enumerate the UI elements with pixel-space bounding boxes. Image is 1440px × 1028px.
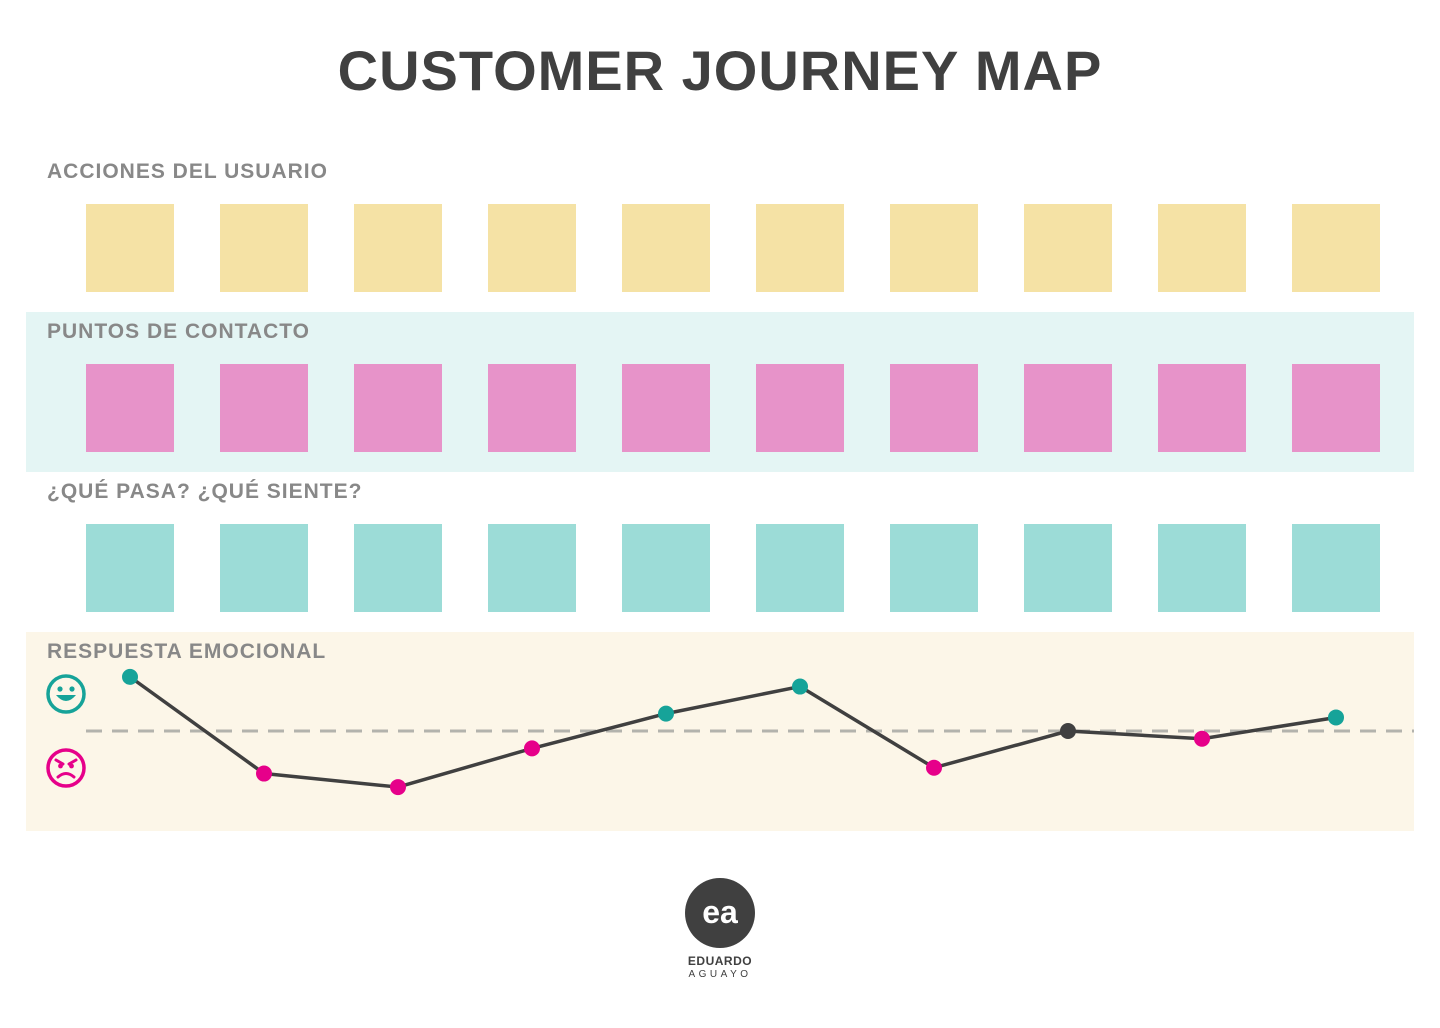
contact-card bbox=[488, 364, 576, 452]
contact-card bbox=[220, 364, 308, 452]
logo-surname: AGUAYO bbox=[688, 969, 752, 980]
section-label-contact: PUNTOS DE CONTACTO bbox=[47, 320, 311, 343]
feel-card bbox=[220, 524, 308, 612]
feel-card bbox=[1158, 524, 1246, 612]
actions-card bbox=[86, 204, 174, 292]
feel-card bbox=[86, 524, 174, 612]
actions-row bbox=[86, 204, 1380, 292]
contact-card bbox=[622, 364, 710, 452]
logo-monogram: ea bbox=[702, 894, 738, 930]
actions-card bbox=[354, 204, 442, 292]
contact-card bbox=[890, 364, 978, 452]
page-title: CUSTOMER JOURNEY MAP bbox=[337, 39, 1103, 102]
logo-name: EDUARDO bbox=[687, 954, 753, 968]
happy-face-icon bbox=[46, 674, 86, 714]
contact-card bbox=[86, 364, 174, 452]
contact-card bbox=[354, 364, 442, 452]
feel-card bbox=[1292, 524, 1380, 612]
angry-face-icon bbox=[46, 748, 86, 788]
logo-mark-icon: ea bbox=[685, 878, 755, 948]
feel-card bbox=[1024, 524, 1112, 612]
contact-card bbox=[1292, 364, 1380, 452]
feel-card bbox=[622, 524, 710, 612]
actions-card bbox=[756, 204, 844, 292]
contact-card bbox=[756, 364, 844, 452]
feel-card bbox=[890, 524, 978, 612]
brand-logo: ea EDUARDO AGUAYO bbox=[670, 878, 770, 980]
feel-card bbox=[488, 524, 576, 612]
contact-row bbox=[86, 364, 1380, 452]
feel-card bbox=[354, 524, 442, 612]
actions-card bbox=[220, 204, 308, 292]
actions-card bbox=[890, 204, 978, 292]
actions-card bbox=[1158, 204, 1246, 292]
feel-card bbox=[756, 524, 844, 612]
section-label-emotion: RESPUESTA EMOCIONAL bbox=[47, 640, 327, 663]
actions-card bbox=[488, 204, 576, 292]
feel-row bbox=[86, 524, 1380, 612]
section-label-actions: ACCIONES DEL USUARIO bbox=[47, 160, 328, 183]
contact-card bbox=[1024, 364, 1112, 452]
contact-card bbox=[1158, 364, 1246, 452]
actions-card bbox=[622, 204, 710, 292]
actions-card bbox=[1292, 204, 1380, 292]
actions-card bbox=[1024, 204, 1112, 292]
section-label-feel: ¿QUÉ PASA? ¿QUÉ SIENTE? bbox=[47, 480, 363, 503]
